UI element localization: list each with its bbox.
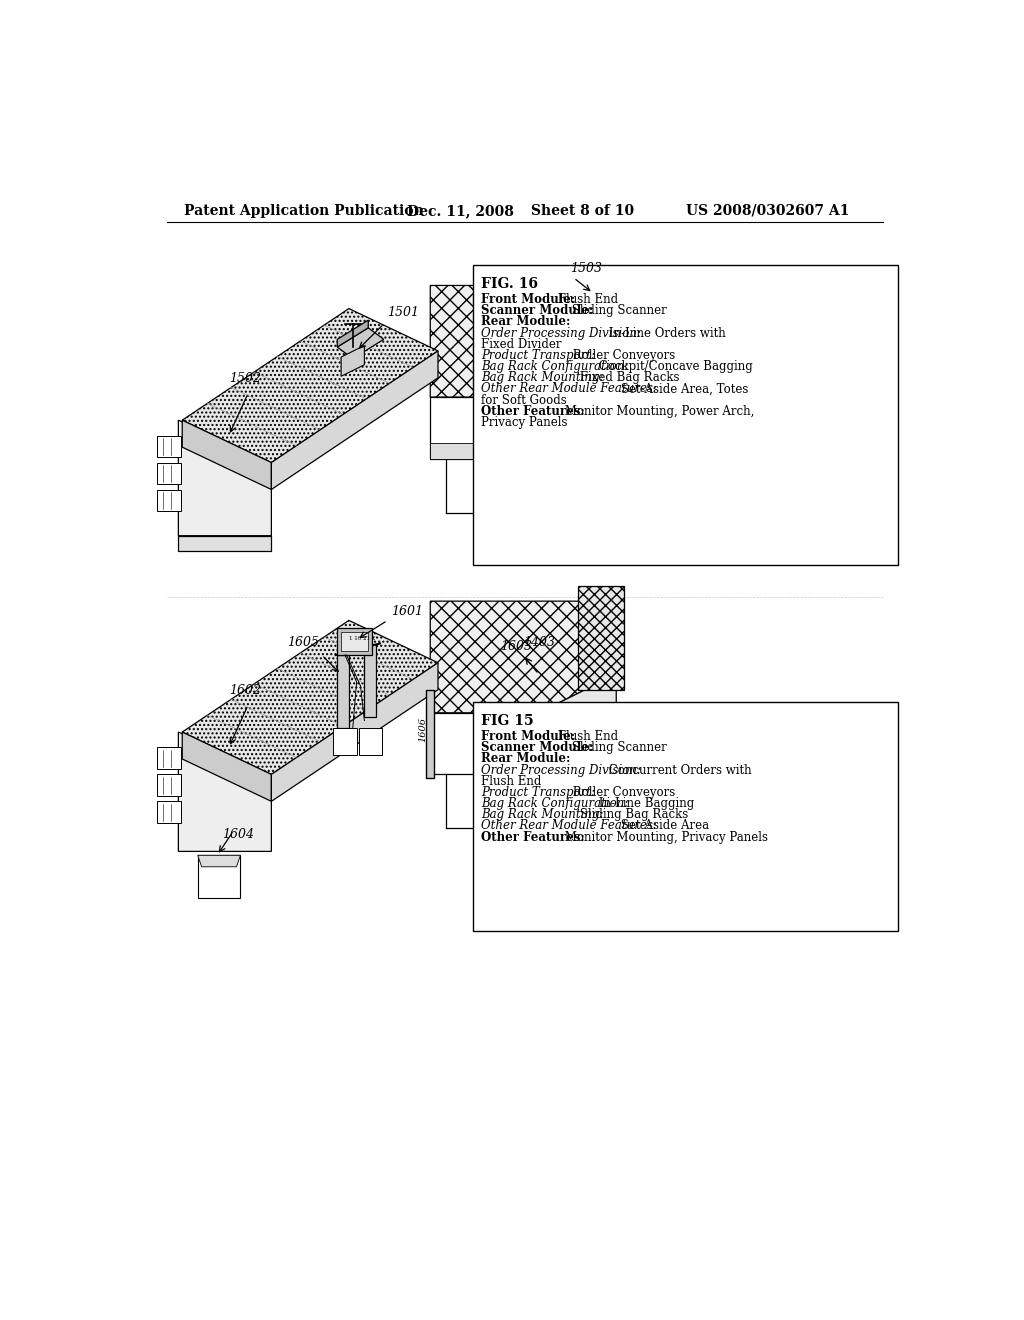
Text: 1604: 1604 xyxy=(222,829,255,841)
Polygon shape xyxy=(158,462,180,484)
Polygon shape xyxy=(337,327,384,359)
Text: Privacy Panels: Privacy Panels xyxy=(481,416,567,429)
Polygon shape xyxy=(426,689,434,779)
Text: 1503: 1503 xyxy=(569,263,602,276)
Text: In-Line Bagging: In-Line Bagging xyxy=(595,797,694,810)
Text: Rear Module:: Rear Module: xyxy=(481,752,570,766)
Polygon shape xyxy=(182,420,271,490)
Polygon shape xyxy=(539,359,616,459)
Text: Roller Conveyors: Roller Conveyors xyxy=(569,785,676,799)
Polygon shape xyxy=(430,397,539,459)
Text: Fixed Divider: Fixed Divider xyxy=(481,338,561,351)
Polygon shape xyxy=(178,420,271,536)
Text: Order Processing Division:: Order Processing Division: xyxy=(481,326,641,339)
Text: Patent Application Publication: Patent Application Publication xyxy=(183,203,424,218)
Bar xyxy=(473,702,898,931)
Text: In-Line Orders with: In-Line Orders with xyxy=(605,326,726,339)
Polygon shape xyxy=(271,351,438,490)
Polygon shape xyxy=(334,729,356,755)
Text: Flush End: Flush End xyxy=(554,293,618,306)
Polygon shape xyxy=(337,655,349,729)
Polygon shape xyxy=(365,644,376,717)
Text: Concurrent Orders with: Concurrent Orders with xyxy=(605,763,752,776)
Polygon shape xyxy=(430,285,616,397)
Text: Dec. 11, 2008: Dec. 11, 2008 xyxy=(407,203,514,218)
Polygon shape xyxy=(182,309,438,462)
Text: Set-Aside Area: Set-Aside Area xyxy=(617,820,710,833)
Text: Flush End: Flush End xyxy=(481,775,542,788)
Text: Sliding Bag Racks: Sliding Bag Racks xyxy=(575,808,688,821)
Text: Front Module:: Front Module: xyxy=(481,293,575,306)
Polygon shape xyxy=(430,601,616,713)
Polygon shape xyxy=(271,663,438,801)
Text: Cockpit/Concave Bagging: Cockpit/Concave Bagging xyxy=(595,360,753,374)
Text: 1 10 21 2: 1 10 21 2 xyxy=(349,636,375,640)
Text: 1601: 1601 xyxy=(391,605,424,618)
Polygon shape xyxy=(539,675,616,775)
Polygon shape xyxy=(158,747,180,770)
Polygon shape xyxy=(337,628,372,655)
Text: Monitor Mounting, Privacy Panels: Monitor Mounting, Privacy Panels xyxy=(561,830,768,843)
Text: Bag Rack Mounting:: Bag Rack Mounting: xyxy=(481,371,603,384)
Polygon shape xyxy=(337,321,369,347)
Polygon shape xyxy=(182,733,271,801)
Polygon shape xyxy=(158,775,180,796)
Text: 1605: 1605 xyxy=(287,636,318,649)
Text: Scanner Module:: Scanner Module: xyxy=(481,742,593,754)
Text: Other Features:: Other Features: xyxy=(481,405,585,417)
Polygon shape xyxy=(158,436,180,457)
Polygon shape xyxy=(158,801,180,822)
Polygon shape xyxy=(178,733,271,851)
Text: Fixed Bag Racks: Fixed Bag Racks xyxy=(575,371,679,384)
Text: Bag Rack Mounting:: Bag Rack Mounting: xyxy=(481,808,603,821)
Bar xyxy=(473,265,898,565)
Text: Order Processing Division:: Order Processing Division: xyxy=(481,763,641,776)
Polygon shape xyxy=(178,536,271,552)
Text: Product Transport:: Product Transport: xyxy=(481,348,595,362)
Polygon shape xyxy=(430,713,539,775)
Text: Other Rear Module Features:: Other Rear Module Features: xyxy=(481,383,656,396)
Text: Sliding Scanner: Sliding Scanner xyxy=(568,304,667,317)
Text: Roller Conveyors: Roller Conveyors xyxy=(569,348,676,362)
Text: Other Features:: Other Features: xyxy=(481,830,585,843)
Text: 1606: 1606 xyxy=(419,717,428,742)
Polygon shape xyxy=(182,459,271,490)
Text: FIG. 16: FIG. 16 xyxy=(481,277,538,292)
Polygon shape xyxy=(158,490,180,511)
Text: Product Transport:: Product Transport: xyxy=(481,785,595,799)
Polygon shape xyxy=(198,855,241,898)
Polygon shape xyxy=(182,620,438,775)
Polygon shape xyxy=(359,729,382,755)
Text: 1603: 1603 xyxy=(500,640,532,652)
Text: Front Module:: Front Module: xyxy=(481,730,575,743)
Text: Bag Rack Configuration:: Bag Rack Configuration: xyxy=(481,360,629,374)
Text: Sliding Scanner: Sliding Scanner xyxy=(568,742,667,754)
Polygon shape xyxy=(341,346,365,376)
Polygon shape xyxy=(430,444,539,459)
Text: Monitor Mounting, Power Arch,: Monitor Mounting, Power Arch, xyxy=(561,405,755,417)
Text: Scanner Module:: Scanner Module: xyxy=(481,304,593,317)
Polygon shape xyxy=(198,855,241,867)
Text: Set-Aside Area, Totes: Set-Aside Area, Totes xyxy=(617,383,749,396)
Text: FIG 15: FIG 15 xyxy=(481,714,534,729)
Text: Other Rear Module Features:: Other Rear Module Features: xyxy=(481,820,656,833)
Text: 1502: 1502 xyxy=(228,372,261,384)
Text: Rear Module:: Rear Module: xyxy=(481,315,570,329)
Text: Bag Rack Configuration:: Bag Rack Configuration: xyxy=(481,797,629,810)
Text: Sheet 8 of 10: Sheet 8 of 10 xyxy=(531,203,634,218)
Text: 1602: 1602 xyxy=(228,684,261,697)
Polygon shape xyxy=(341,632,369,651)
Text: Flush End: Flush End xyxy=(554,730,618,743)
Polygon shape xyxy=(578,271,624,374)
Polygon shape xyxy=(578,586,624,689)
Text: for Soft Goods: for Soft Goods xyxy=(481,393,566,407)
Text: US 2008/0302607 A1: US 2008/0302607 A1 xyxy=(686,203,849,218)
Text: 1403: 1403 xyxy=(523,636,555,649)
Text: 1501: 1501 xyxy=(388,306,420,319)
